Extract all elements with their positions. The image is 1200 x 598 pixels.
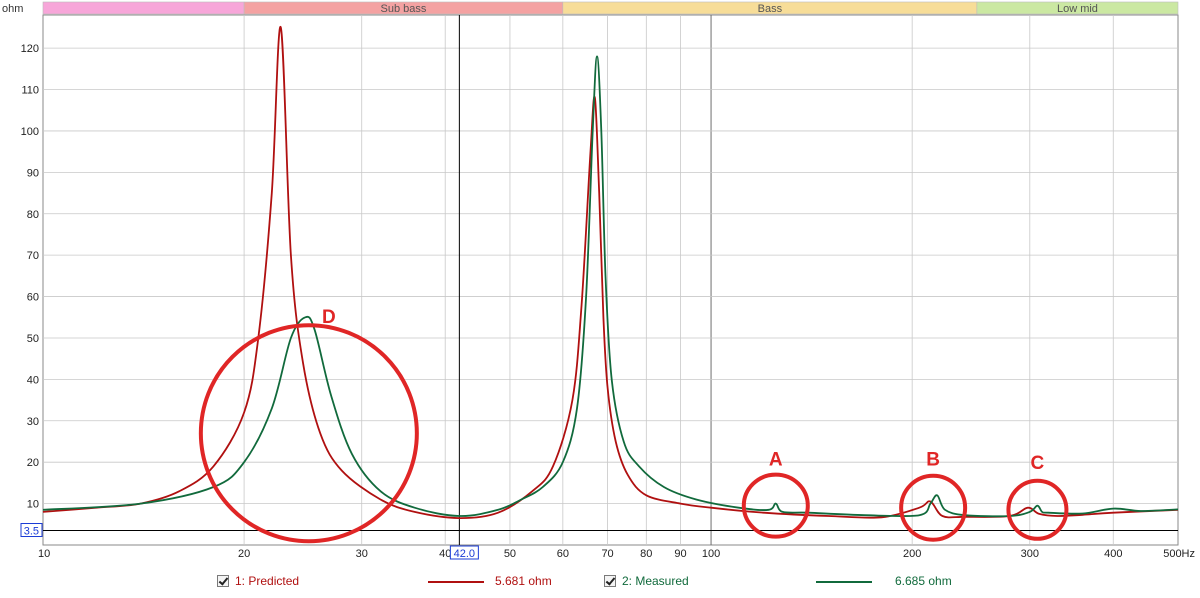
y-axis-label: ohm [2,3,23,15]
measured-value: 6.685 ohm [895,574,952,588]
cursor-x-readout-box [449,545,479,560]
legend-item-predicted[interactable]: 1: Predicted [217,568,299,594]
annotation-label-b: B [926,450,940,471]
annotation-circle-b [899,473,968,542]
annotation-label-a: A [769,450,783,471]
cursor-x-readout: 42.0 [454,548,475,560]
y-tick-label: 70 [27,250,39,262]
plot-area [42,14,1179,546]
y-tick-label: 60 [27,292,39,304]
x-tick-label: 40 [439,548,451,560]
band-0 [42,1,245,15]
annotation-label-d: D [322,307,336,328]
predicted-legend-line [428,581,484,583]
band-label-2: Bass [758,3,783,15]
annotation-circle-d [198,323,419,544]
x-tick-label: 90 [674,548,686,560]
series-line-predicted [42,26,1179,520]
x-tick-label: 20 [238,548,250,560]
x-tick-label: 60 [557,548,569,560]
x-tick-label: 80 [640,548,652,560]
measured-checkbox[interactable] [604,575,616,587]
x-tick-label: 500Hz [1163,548,1195,560]
x-tick-label: 70 [601,548,613,560]
cursor-y-readout-box [20,523,43,538]
series-line-measured [42,55,1179,518]
predicted-value: 5.681 ohm [495,574,552,588]
band-label-1: Sub bass [381,3,427,15]
y-tick-label: 90 [27,167,39,179]
x-tick-label: 200 [903,548,921,560]
x-tick-label: 30 [356,548,368,560]
y-tick-label: 50 [27,333,39,345]
y-tick-label: 10 [27,499,39,511]
legend-item-measured[interactable]: 2: Measured [604,568,689,594]
predicted-name: 1: Predicted [235,574,300,588]
measured-legend-line [816,581,872,583]
y-tick-label: 20 [27,457,39,469]
x-tick-label: 10 [38,548,50,560]
x-tick-label: 100 [702,548,720,560]
band-label-3: Low mid [1057,3,1098,15]
x-tick-label: 400 [1104,548,1122,560]
y-tick-label: 80 [27,209,39,221]
y-tick-label: 30 [27,416,39,428]
x-tick-label: 50 [504,548,516,560]
y-tick-label: 40 [27,374,39,386]
annotation-circle-c [1006,478,1069,541]
band-3 [976,1,1179,15]
y-tick-label: 110 [21,85,39,97]
y-tick-label: 120 [21,43,39,55]
y-tick-label: 100 [21,126,39,138]
measured-name: 2: Measured [622,574,689,588]
annotation-circle-a [741,472,810,539]
predicted-checkbox[interactable] [217,575,229,587]
annotation-label-c: C [1031,453,1045,474]
cursor-y-readout: 3.5 [24,526,39,538]
x-tick-label: 300 [1021,548,1039,560]
